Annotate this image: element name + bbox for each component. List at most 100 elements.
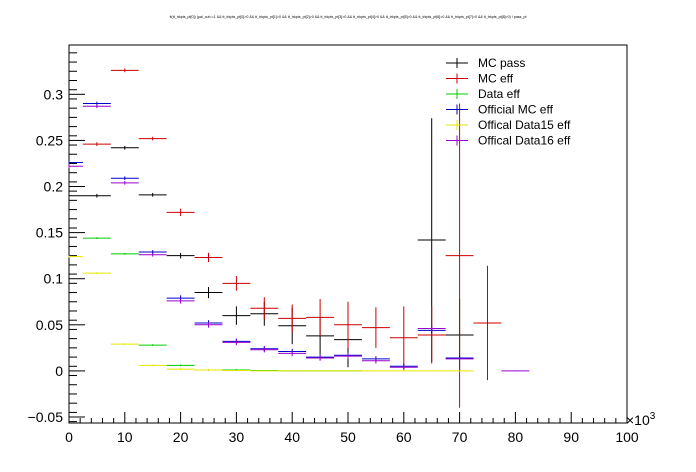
x-tick-label: 60 (396, 429, 412, 445)
data-point (417, 306, 446, 364)
data-point (361, 307, 390, 348)
data-point (194, 252, 223, 263)
x-tick-label: 50 (340, 429, 356, 445)
data-point (445, 370, 474, 372)
legend-item: Official MC eff (446, 103, 554, 117)
y-tick-label: −0.05 (28, 409, 64, 425)
data-point (278, 304, 307, 333)
x-axis: 0 10 20 30 40 50 60 70 80 90 100 (65, 412, 639, 445)
x-axis-multiplier-exponent: 3 (650, 411, 656, 422)
x-tick-label: 10 (117, 429, 133, 445)
data-point (110, 343, 139, 346)
data-point (194, 322, 223, 328)
legend-item: Offical Data15 eff (446, 118, 571, 132)
y-tick-label: 0.15 (36, 225, 63, 241)
legend-label: MC eff (478, 72, 514, 86)
legend-item: MC eff (446, 72, 514, 86)
data-point (194, 287, 223, 299)
data-point (68, 160, 83, 165)
data-point (166, 252, 195, 259)
data-point (138, 252, 167, 257)
data-point (361, 370, 390, 372)
data-point (82, 104, 111, 109)
data-point (445, 357, 474, 361)
x-tick-label: 90 (563, 429, 579, 445)
y-axis: −0.05 0 0.05 0.1 0.15 0.2 0.25 0.3 (28, 52, 85, 425)
x-tick-label: 40 (284, 429, 300, 445)
y-tick-label: 0.3 (44, 86, 64, 102)
series-4 (68, 255, 474, 372)
data-point (334, 370, 362, 372)
data-point (82, 142, 111, 146)
data-point (110, 145, 139, 150)
data-point (110, 176, 139, 181)
data-point (250, 297, 279, 320)
data-point (138, 364, 167, 367)
x-tick-label: 30 (229, 429, 245, 445)
data-point (389, 370, 418, 372)
data-point (361, 358, 390, 364)
legend-item: Data eff (446, 87, 520, 101)
data-point (222, 339, 251, 346)
x-tick-label: 80 (508, 429, 524, 445)
data-point (306, 370, 335, 372)
data-point (389, 306, 418, 370)
data-point (334, 301, 362, 348)
series-5 (68, 104, 530, 372)
data-point (138, 136, 167, 141)
x-axis-multiplier-base: ×10 (626, 412, 650, 428)
y-tick-label: 0.1 (44, 271, 64, 287)
x-axis-multiplier: ×103 (626, 411, 656, 428)
data-point (68, 193, 83, 198)
data-point (278, 370, 307, 372)
x-tick-label: 100 (615, 429, 639, 445)
data-point (389, 364, 418, 370)
data-point (166, 368, 195, 370)
data-point (417, 370, 446, 372)
data-point (334, 353, 362, 359)
data-point (82, 193, 111, 198)
data-point (166, 364, 195, 367)
data-point (68, 255, 83, 258)
legend-label: Offical Data15 eff (478, 118, 571, 132)
data-point (110, 252, 139, 255)
legend-label: Data eff (478, 87, 520, 101)
series-layer (68, 68, 530, 408)
data-point (110, 180, 139, 185)
legend-label: Offical Data16 eff (478, 134, 571, 148)
data-point (278, 350, 307, 357)
y-tick-label: 0.25 (36, 132, 63, 148)
data-point (250, 346, 279, 353)
x-tick-label: 20 (173, 429, 189, 445)
legend-item: MC pass (446, 56, 525, 70)
data-point (166, 298, 195, 304)
data-point (110, 68, 139, 73)
legend-item: Offical Data16 eff (446, 134, 571, 148)
y-tick-label: 0 (55, 363, 63, 379)
data-point (222, 369, 251, 371)
x-tick-label: 0 (65, 429, 73, 445)
data-point (82, 272, 111, 275)
data-point (222, 306, 251, 325)
data-point (306, 355, 335, 361)
data-point (501, 370, 530, 372)
series-1 (82, 68, 502, 408)
data-point (473, 265, 502, 381)
chart-title: tt(tt_trkpts_pt[0]) (pal_cut==1 && tt_tr… (170, 15, 527, 19)
x-tick-label: 70 (452, 429, 468, 445)
data-point (250, 370, 279, 372)
data-point (68, 164, 83, 169)
data-point (417, 325, 446, 332)
data-point (222, 275, 251, 291)
legend-label: MC pass (478, 56, 525, 70)
data-point (166, 208, 195, 217)
y-tick-label: 0.05 (36, 317, 63, 333)
data-point (138, 192, 167, 197)
data-point (82, 237, 111, 240)
data-point (306, 298, 335, 336)
legend-label: Official MC eff (478, 103, 554, 117)
data-point (194, 369, 223, 371)
